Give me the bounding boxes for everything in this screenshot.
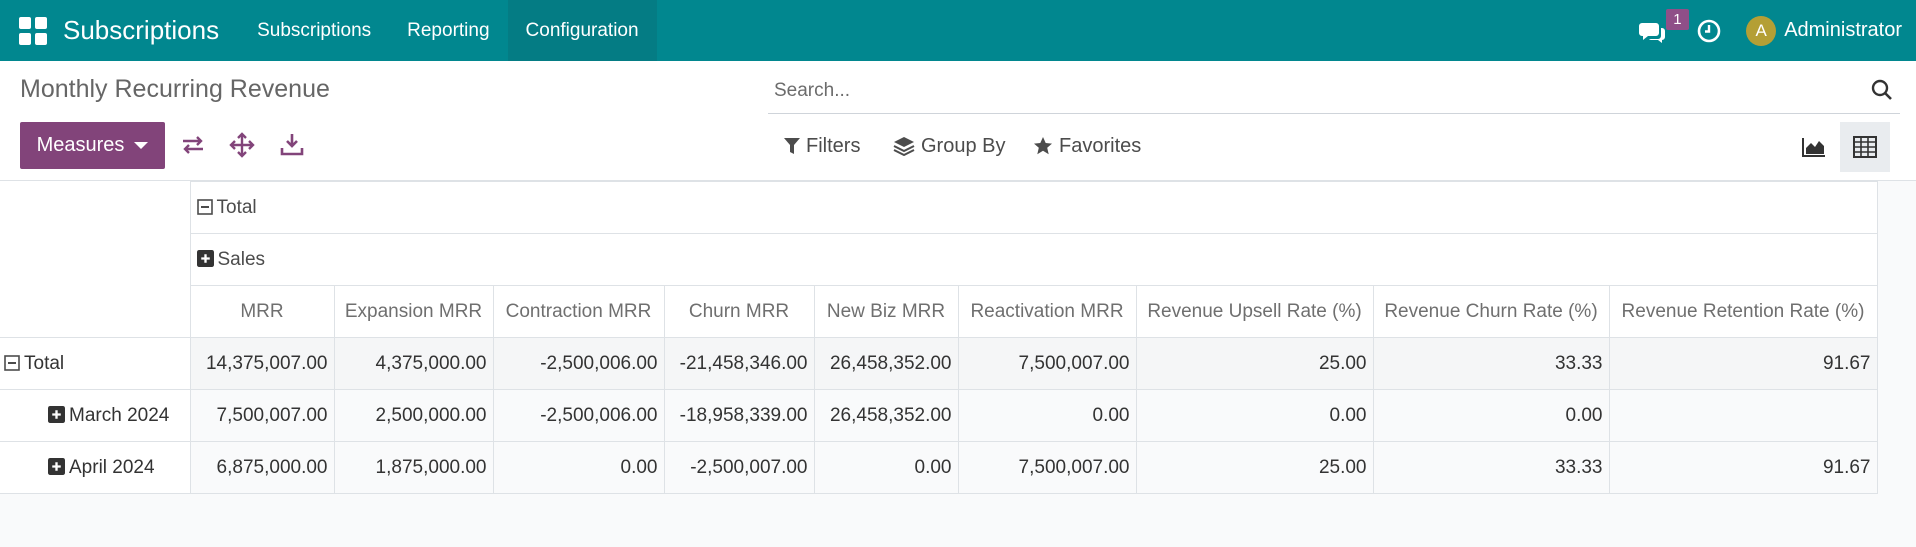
row-header-label: Total [24,352,65,374]
navbar-systray: 1 A Administrator [1638,0,1916,61]
value-cell[interactable]: 26,458,352.00 [813,337,959,390]
col-header-total[interactable]: Total [189,181,1878,234]
value-cell[interactable]: 0.00 [1135,389,1374,442]
star-icon [1034,137,1052,155]
table-row: March 2024 7,500,007.00 2,500,000.00 -2,500… [0,389,1878,442]
value-cell[interactable]: 7,500,007.00 [957,337,1137,390]
measures-label: Measures [36,134,125,156]
value-cell[interactable]: 14,375,007.00 [189,337,335,390]
row-header[interactable]: Total [0,337,191,390]
value-cell[interactable] [1608,389,1878,442]
measure-header[interactable]: Contraction MRR [492,285,665,338]
measure-header[interactable]: New Biz MRR [813,285,959,338]
filters-button[interactable]: Filters [784,129,860,163]
value-cell[interactable]: 1,875,000.00 [333,441,494,494]
filter-icon [784,138,800,154]
measure-header[interactable]: Expansion MRR [333,285,494,338]
plus-square-icon [196,249,214,267]
plus-square-icon [48,457,65,475]
value-cell[interactable]: 0.00 [957,389,1137,442]
app-menu-icon[interactable] [19,16,47,45]
value-cell[interactable]: 7,500,007.00 [957,441,1137,494]
graph-view-button[interactable] [1789,122,1839,172]
table-row: Total 14,375,007.00 4,375,000.00 -2,500,006… [0,337,1878,390]
download-icon[interactable] [279,132,305,158]
menu-configuration[interactable]: Configuration [507,0,657,61]
table-row: April 2024 6,875,000.00 1,875,000.00 0.00 -2… [0,441,1878,494]
value-cell[interactable]: -18,958,339.00 [663,389,815,442]
value-cell[interactable]: -2,500,006.00 [492,389,665,442]
pivot-view-button[interactable] [1840,122,1890,172]
value-cell[interactable]: 4,375,000.00 [333,337,494,390]
value-cell[interactable]: 26,458,352.00 [813,389,959,442]
value-cell[interactable]: -2,500,007.00 [663,441,815,494]
control-panel: Monthly Recurring Revenue Measures Filte… [0,61,1916,181]
minus-square-icon [196,198,213,215]
value-cell[interactable]: 6,875,000.00 [189,441,335,494]
value-cell[interactable]: 0.00 [813,441,959,494]
measure-header[interactable]: Reactivation MRR [957,285,1137,338]
row-header-label: March 2024 [69,404,170,426]
layers-icon [893,137,915,156]
measure-header[interactable]: Revenue Upsell Rate (%) [1135,285,1374,338]
chat-icon [1639,22,1666,43]
col-header-sales-label: Sales [217,248,266,270]
measure-header-row: MRR Expansion MRR Contraction MRR Churn MRR… [0,285,1878,338]
search-icon[interactable] [1870,78,1894,102]
value-cell[interactable]: 25.00 [1135,441,1374,494]
favorites-label: Favorites [1059,134,1142,157]
value-cell[interactable]: -21,458,346.00 [663,337,815,390]
value-cell[interactable]: 91.67 [1608,441,1878,494]
row-header-label: April 2024 [69,456,155,478]
value-cell[interactable]: 33.33 [1372,337,1610,390]
pivot-corner-cell [0,181,191,338]
col-header-sales[interactable]: Sales [189,233,1878,286]
col-header-total-label: Total [216,196,257,218]
pivot-table: Total Sales MRR Expansion MRR Contraction … [0,181,1878,494]
measure-header[interactable]: MRR [189,285,335,338]
measure-header[interactable]: Revenue Churn Rate (%) [1372,285,1610,338]
top-navbar: Subscriptions Subscriptions Reporting Co… [0,0,1916,61]
group-by-label: Group By [921,134,1006,157]
table-icon [1853,136,1877,158]
value-cell[interactable]: 0.00 [492,441,665,494]
value-cell[interactable]: 2,500,000.00 [333,389,494,442]
filters-label: Filters [806,134,861,157]
pivot-body: Total 14,375,007.00 4,375,000.00 -2,500,006… [0,337,1878,494]
user-avatar[interactable]: A [1746,15,1777,46]
value-cell[interactable]: 0.00 [1372,389,1610,442]
area-chart-icon [1802,138,1825,157]
expand-all-icon[interactable] [229,132,255,158]
app-brand[interactable]: Subscriptions [63,15,220,45]
plus-square-icon [48,405,65,423]
measure-header[interactable]: Revenue Retention Rate (%) [1608,285,1878,338]
caret-down-icon [134,142,149,149]
value-cell[interactable]: 25.00 [1135,337,1374,390]
activity-clock-icon[interactable] [1696,18,1722,44]
search-input[interactable] [768,68,1900,114]
favorites-button[interactable]: Favorites [1033,129,1141,163]
minus-square-icon [4,354,20,371]
measure-header[interactable]: Churn MRR [663,285,815,338]
value-cell[interactable]: 7,500,007.00 [189,389,335,442]
messages-count-badge: 1 [1666,8,1689,30]
value-cell[interactable]: 91.67 [1608,337,1878,390]
row-header[interactable]: April 2024 [0,441,191,494]
group-by-button[interactable]: Group By [893,129,1005,163]
row-header[interactable]: March 2024 [0,389,191,442]
value-cell[interactable]: -2,500,006.00 [492,337,665,390]
measures-dropdown-button[interactable]: Measures [20,122,165,169]
menu-reporting[interactable]: Reporting [407,20,490,41]
menu-subscriptions[interactable]: Subscriptions [257,20,372,41]
page-title: Monthly Recurring Revenue [20,75,330,103]
flip-axis-icon[interactable] [180,132,206,158]
user-menu-name[interactable]: Administrator [1784,19,1902,41]
value-cell[interactable]: 33.33 [1372,441,1610,494]
messages-button[interactable]: 1 [1638,8,1689,45]
